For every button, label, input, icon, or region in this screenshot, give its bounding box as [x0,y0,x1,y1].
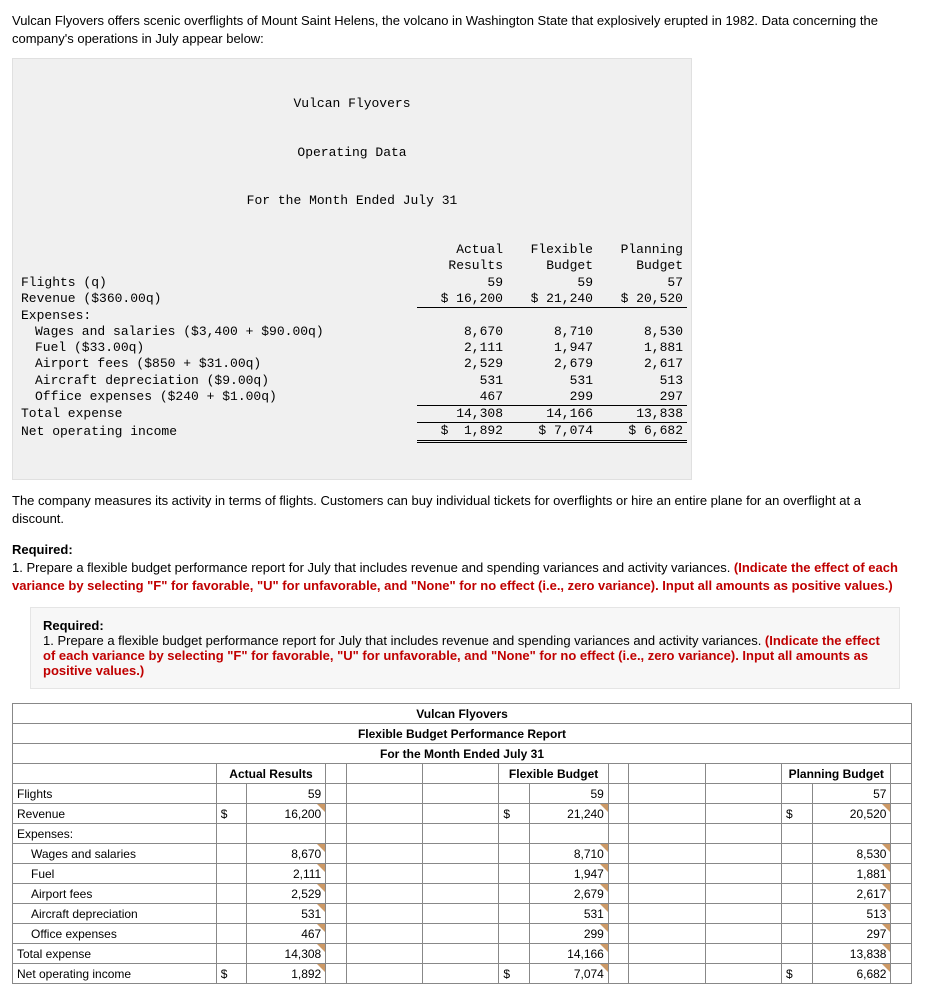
report-row-net: Net operating income $1,892 $7,074 $6,68… [13,964,912,984]
row-airport: Airport fees ($850 + $31.00q) 2,529 2,67… [17,356,687,372]
report-row-flights: Flights 59 59 57 [13,784,912,804]
operating-data-table: Actual Flexible Planning Results Budget … [17,242,687,443]
panel-title-1: Vulcan Flyovers [17,96,687,112]
row-dep: Aircraft depreciation ($9.00q) 531 531 5… [17,373,687,389]
col-planning: Planning [597,242,687,258]
report-title-2: Flexible Budget Performance Report [13,724,912,744]
row-net: Net operating income $ 1,892 $ 7,074 $ 6… [17,423,687,441]
panel-title-2: Operating Data [17,145,687,161]
col-flexible: Flexible [507,242,597,258]
row-fuel: Fuel ($33.00q) 2,111 1,947 1,881 [17,340,687,356]
report-row-dep: Aircraft depreciation 531 531 513 [13,904,912,924]
row-flights: Flights (q) 59 59 57 [17,275,687,291]
report-row-total: Total expense 14,308 14,166 13,838 [13,944,912,964]
row-wages: Wages and salaries ($3,400 + $90.00q) 8,… [17,324,687,340]
report-row-wages: Wages and salaries 8,670 8,710 8,530 [13,844,912,864]
required-block-2: Required: 1. Prepare a flexible budget p… [30,607,900,689]
report-row-airport: Airport fees 2,529 2,679 2,617 [13,884,912,904]
intro-text: Vulcan Flyovers offers scenic overflight… [12,12,916,48]
hdr-planning: Planning Budget [781,764,890,784]
report-row-revenue: Revenue $16,200 $21,240 $20,520 [13,804,912,824]
report-row-expenses-label: Expenses: [13,824,912,844]
row-total: Total expense 14,308 14,166 13,838 [17,406,687,423]
hdr-actual: Actual Results [216,764,325,784]
required-block-1: Required: 1. Prepare a flexible budget p… [12,541,916,596]
report-row-fuel: Fuel 2,111 1,947 1,881 [13,864,912,884]
operating-data-panel: Vulcan Flyovers Operating Data For the M… [12,58,692,480]
required-text: 1. Prepare a flexible budget performance… [12,560,734,575]
panel-title-3: For the Month Ended July 31 [17,193,687,209]
hdr-flexible: Flexible Budget [499,764,608,784]
performance-report-table: Vulcan Flyovers Flexible Budget Performa… [12,703,912,984]
report-row-office: Office expenses 467 299 297 [13,924,912,944]
report-title-3: For the Month Ended July 31 [13,744,912,764]
row-expenses-label: Expenses: [17,308,687,324]
col-actual: Actual [417,242,507,258]
required-label: Required: [12,542,73,557]
paragraph-activity: The company measures its activity in ter… [12,492,916,528]
report-title-1: Vulcan Flyovers [13,704,912,724]
row-revenue: Revenue ($360.00q) $ 16,200 $ 21,240 $ 2… [17,291,687,308]
row-office: Office expenses ($240 + $1.00q) 467 299 … [17,389,687,406]
